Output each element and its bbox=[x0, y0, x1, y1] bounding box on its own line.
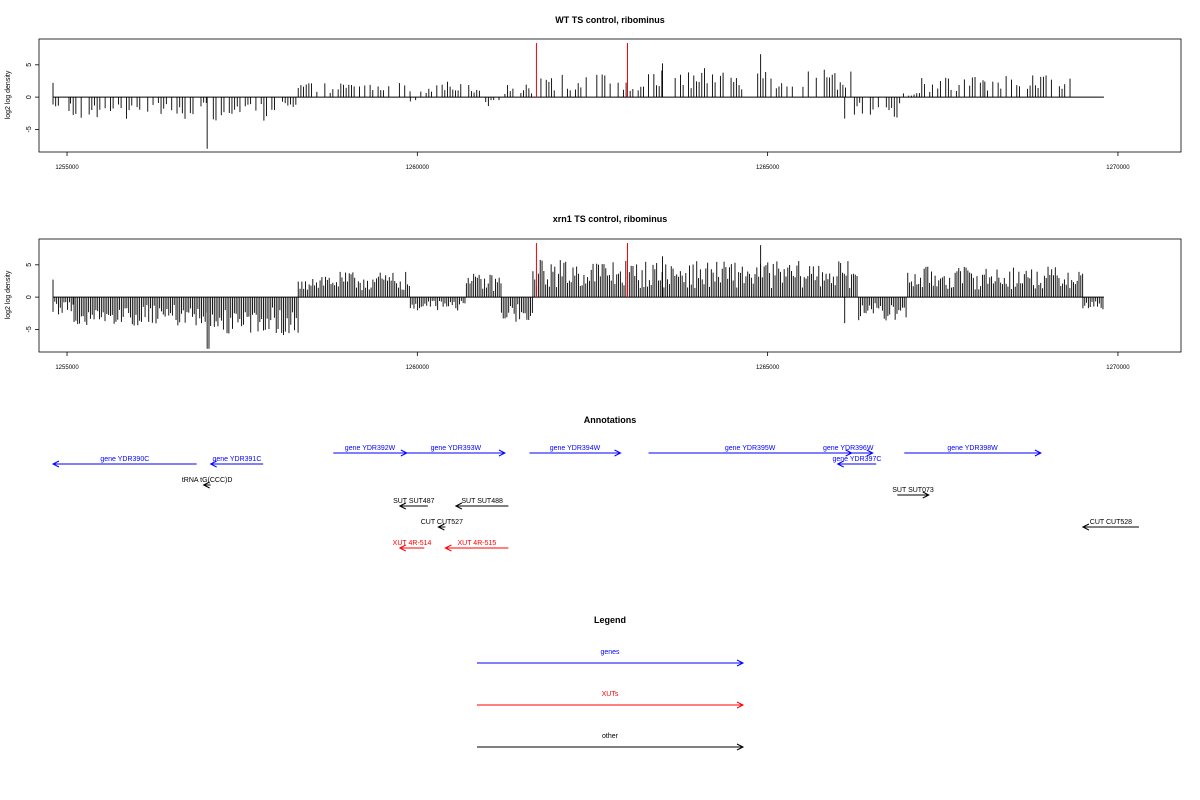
xrn1-track-bars bbox=[52, 243, 1104, 349]
legend-arrow-head bbox=[736, 743, 745, 751]
annotation-label: XUT 4R-515 bbox=[457, 540, 496, 547]
annotation-arrow-head bbox=[1081, 523, 1090, 531]
annotation-label: CUT CUT528 bbox=[1090, 519, 1132, 526]
x-tick-label: 1255000 bbox=[55, 165, 79, 171]
annotation-arrow-head bbox=[498, 449, 507, 457]
legend-items: genes XUTs other bbox=[477, 649, 745, 751]
wt-track-title: WT TS control, ribominus bbox=[555, 15, 665, 25]
legend-entry-genes: genes bbox=[477, 649, 745, 667]
annotation-arrow-head bbox=[1034, 449, 1042, 457]
annotation-gene-ydr397c: gene YDR397C bbox=[833, 456, 882, 468]
annotation-arrow-head bbox=[836, 460, 844, 468]
x-tick-label: 1270000 bbox=[1106, 365, 1130, 371]
plot-frame bbox=[38, 238, 1182, 353]
annotation-arrow-head bbox=[866, 449, 874, 457]
annotation-arrow-head bbox=[51, 460, 60, 468]
annotations-title: Annotations bbox=[584, 415, 637, 425]
legend-label: other bbox=[602, 733, 619, 740]
y-tick-label: 5 bbox=[26, 63, 33, 67]
annotation-label: SUT SUT488 bbox=[461, 498, 503, 505]
annotation-arrow-head bbox=[209, 460, 217, 468]
annotation-label: CUT CUT527 bbox=[421, 519, 463, 526]
annotation-gene-ydr398w: gene YDR398W bbox=[904, 445, 1042, 457]
xrn1-track-ylabel: log2 log density bbox=[5, 270, 12, 319]
annotation-trna-tg-ccc-d: tRNA tG(CCC)D bbox=[182, 477, 233, 489]
legend-label: genes bbox=[600, 649, 620, 656]
annotation-label: SUT SUT487 bbox=[393, 498, 435, 505]
wt-track-panel: WT TS control, ribominus log2 log densit… bbox=[5, 15, 1182, 171]
annotation-gene-ydr394w: gene YDR394W bbox=[529, 445, 622, 457]
annotation-arrow-head bbox=[398, 502, 407, 510]
x-tick-label: 1265000 bbox=[756, 365, 780, 371]
y-tick-label: 0 bbox=[26, 95, 33, 99]
wt-track-axes: -5 0 5 1255000 1260000 1265000 1270000 bbox=[26, 38, 1182, 171]
legend-label: XUTs bbox=[602, 691, 619, 698]
annotation-sut-sut487: SUT SUT487 bbox=[393, 498, 435, 510]
annotation-cut-cut527: CUT CUT527 bbox=[421, 519, 463, 531]
annotations-panel: Annotations gene YDR390C gene YDR391Cgene… bbox=[51, 415, 1139, 552]
legend-title: Legend bbox=[594, 615, 626, 625]
annotation-label: gene YDR395W bbox=[725, 445, 776, 452]
annotation-cut-cut528: CUT CUT528 bbox=[1081, 519, 1139, 531]
x-tick-label: 1260000 bbox=[406, 365, 430, 371]
annotation-label: gene YDR398W bbox=[947, 445, 998, 452]
annotation-arrow-head bbox=[922, 491, 930, 499]
y-tick-label: 5 bbox=[26, 263, 33, 267]
legend-panel: Legend genes XUTs other bbox=[477, 615, 745, 751]
annotation-arrow-head bbox=[437, 523, 445, 531]
x-tick-label: 1255000 bbox=[55, 365, 79, 371]
x-tick-label: 1260000 bbox=[406, 165, 430, 171]
x-tick-label: 1265000 bbox=[756, 165, 780, 171]
annotation-arrow-head bbox=[202, 481, 210, 489]
annotation-label: gene YDR397C bbox=[833, 456, 882, 463]
legend-entry-other: other bbox=[477, 733, 745, 751]
annotation-label: gene YDR390C bbox=[100, 456, 149, 463]
annotation-sut-sut488: SUT SUT488 bbox=[454, 498, 509, 510]
x-tick-label: 1270000 bbox=[1106, 165, 1130, 171]
annotation-arrow-head bbox=[398, 544, 407, 552]
y-tick-label: 0 bbox=[26, 295, 33, 299]
annotation-gene-ydr391c: gene YDR391C bbox=[209, 456, 264, 468]
annotation-label: gene YDR393W bbox=[431, 445, 482, 452]
annotation-label: SUT SUT073 bbox=[892, 487, 934, 494]
annotation-label: tRNA tG(CCC)D bbox=[182, 477, 233, 484]
annotation-sut-sut073: SUT SUT073 bbox=[892, 487, 934, 499]
annotation-label: gene YDR396W bbox=[823, 445, 874, 452]
legend-entry-xuts: XUTs bbox=[477, 691, 745, 709]
xrn1-track-panel: xrn1 TS control, ribominus log2 log dens… bbox=[5, 214, 1182, 371]
y-tick-label: -5 bbox=[26, 326, 33, 332]
annotation-arrow-head bbox=[614, 449, 622, 457]
annotation-items: gene YDR390C gene YDR391C gene YDR392W gene… bbox=[51, 445, 1139, 552]
y-tick-label: -5 bbox=[26, 126, 33, 132]
legend-arrow-head bbox=[736, 659, 745, 667]
annotation-arrow-head bbox=[444, 544, 452, 552]
annotation-xut-4r-514: XUT 4R-514 bbox=[393, 540, 432, 552]
annotation-label: gene YDR391C bbox=[212, 456, 261, 463]
annotation-gene-ydr393w: gene YDR393W bbox=[406, 445, 507, 457]
annotation-label: gene YDR392W bbox=[345, 445, 396, 452]
wt-track-ylabel: log2 log density bbox=[5, 70, 12, 119]
annotation-label: gene YDR394W bbox=[550, 445, 601, 452]
wt-track-bars bbox=[52, 43, 1104, 149]
annotation-gene-ydr396w: gene YDR396W bbox=[823, 445, 874, 457]
legend-arrow-head bbox=[736, 701, 745, 709]
annotation-arrow-head bbox=[454, 502, 463, 510]
annotation-label: XUT 4R-514 bbox=[393, 540, 432, 547]
annotation-gene-ydr390c: gene YDR390C bbox=[51, 456, 197, 468]
xrn1-track-title: xrn1 TS control, ribominus bbox=[553, 214, 668, 224]
xrn1-track-axes: -5 0 5 1255000 1260000 1265000 1270000 bbox=[26, 238, 1182, 371]
annotation-xut-4r-515: XUT 4R-515 bbox=[444, 540, 509, 552]
plot-frame bbox=[38, 38, 1182, 153]
